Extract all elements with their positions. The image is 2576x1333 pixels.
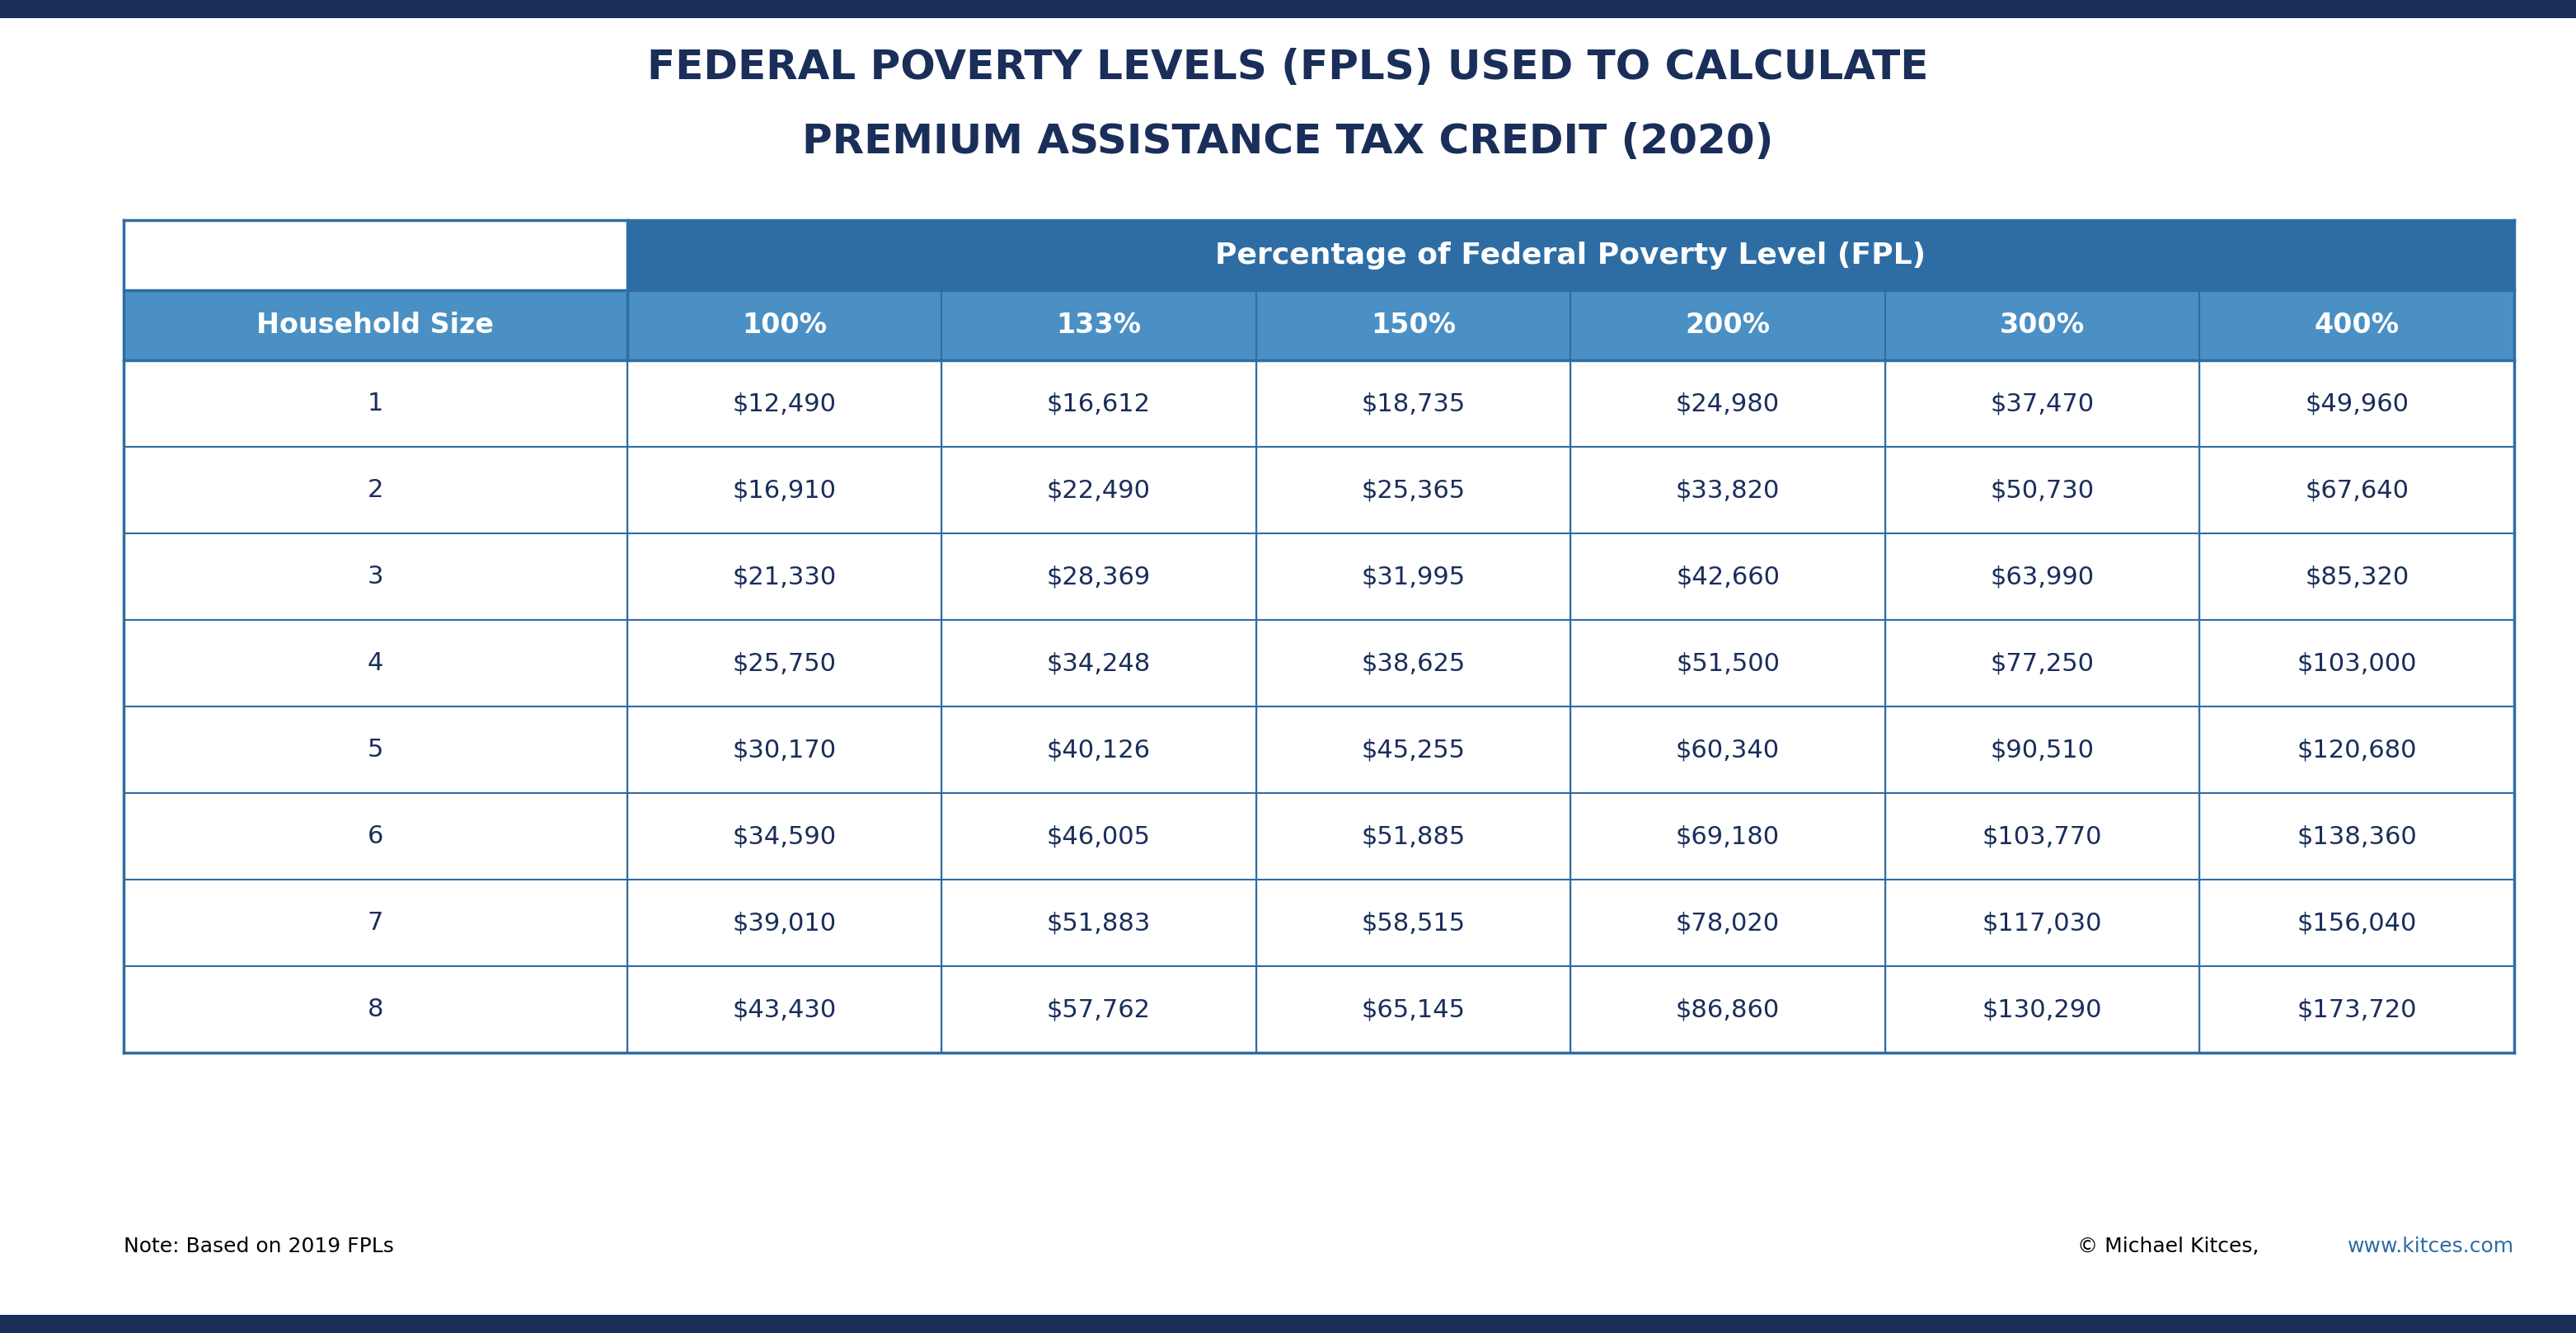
FancyBboxPatch shape [124,966,2514,1053]
Text: Percentage of Federal Poverty Level (FPL): Percentage of Federal Poverty Level (FPL… [1216,241,1927,269]
Text: $46,005: $46,005 [1046,824,1151,848]
Text: $34,248: $34,248 [1046,652,1151,674]
FancyBboxPatch shape [2200,291,2514,360]
Text: $16,910: $16,910 [732,479,837,503]
FancyBboxPatch shape [124,533,2514,620]
Text: Household Size: Household Size [258,312,495,339]
Text: $51,883: $51,883 [1046,910,1151,934]
Text: 4: 4 [368,652,384,674]
FancyBboxPatch shape [1571,291,1886,360]
FancyBboxPatch shape [124,793,2514,880]
FancyBboxPatch shape [1886,291,2200,360]
Text: $138,360: $138,360 [2298,824,2416,848]
Text: $78,020: $78,020 [1677,910,1780,934]
Text: 5: 5 [368,737,384,761]
FancyBboxPatch shape [1257,291,1571,360]
Text: $173,720: $173,720 [2298,997,2416,1021]
Text: 400%: 400% [2313,312,2398,339]
Text: $65,145: $65,145 [1360,997,1466,1021]
Text: 3: 3 [368,565,384,589]
Text: $58,515: $58,515 [1360,910,1466,934]
Text: $30,170: $30,170 [732,737,837,761]
Text: $130,290: $130,290 [1984,997,2102,1021]
Text: $51,885: $51,885 [1360,824,1466,848]
Text: $38,625: $38,625 [1360,652,1466,674]
Text: $45,255: $45,255 [1360,737,1466,761]
Text: $25,365: $25,365 [1360,479,1466,503]
FancyBboxPatch shape [124,706,2514,793]
Text: 100%: 100% [742,312,827,339]
FancyBboxPatch shape [626,291,940,360]
FancyBboxPatch shape [626,220,2514,291]
FancyBboxPatch shape [124,447,2514,533]
Text: $37,470: $37,470 [1991,392,2094,416]
Text: $85,320: $85,320 [2306,565,2409,589]
Text: $156,040: $156,040 [2298,910,2416,934]
Text: www.kitces.com: www.kitces.com [2347,1237,2514,1256]
Text: Note: Based on 2019 FPLs: Note: Based on 2019 FPLs [124,1237,394,1256]
Text: $77,250: $77,250 [1991,652,2094,674]
Text: 6: 6 [368,824,384,848]
Text: $49,960: $49,960 [2306,392,2409,416]
FancyBboxPatch shape [124,620,2514,706]
Text: $34,590: $34,590 [732,824,837,848]
FancyBboxPatch shape [124,360,2514,447]
Text: $63,990: $63,990 [1991,565,2094,589]
Text: $103,000: $103,000 [2298,652,2416,674]
Text: 8: 8 [368,997,384,1021]
Text: $39,010: $39,010 [732,910,837,934]
Text: $67,640: $67,640 [2306,479,2409,503]
Text: $86,860: $86,860 [1677,997,1780,1021]
Text: $60,340: $60,340 [1677,737,1780,761]
Text: 7: 7 [368,910,384,934]
Text: $51,500: $51,500 [1677,652,1780,674]
Text: $120,680: $120,680 [2298,737,2416,761]
Text: $12,490: $12,490 [732,392,837,416]
Text: $42,660: $42,660 [1677,565,1780,589]
FancyBboxPatch shape [0,0,2576,19]
Text: 150%: 150% [1370,312,1455,339]
Text: $31,995: $31,995 [1360,565,1466,589]
Text: 1: 1 [368,392,384,416]
FancyBboxPatch shape [0,1314,2576,1333]
Text: 2: 2 [368,479,384,503]
Text: $117,030: $117,030 [1984,910,2102,934]
FancyBboxPatch shape [124,880,2514,966]
FancyBboxPatch shape [940,291,1257,360]
Text: $90,510: $90,510 [1991,737,2094,761]
Text: 300%: 300% [1999,312,2084,339]
Text: $40,126: $40,126 [1046,737,1151,761]
Text: $21,330: $21,330 [732,565,837,589]
Text: FEDERAL POVERTY LEVELS (FPLS) USED TO CALCULATE: FEDERAL POVERTY LEVELS (FPLS) USED TO CA… [647,48,1929,88]
Text: 200%: 200% [1685,312,1770,339]
Text: 133%: 133% [1056,312,1141,339]
Text: $69,180: $69,180 [1677,824,1780,848]
Text: $103,770: $103,770 [1984,824,2102,848]
Text: $57,762: $57,762 [1046,997,1151,1021]
Text: $16,612: $16,612 [1046,392,1151,416]
Text: $25,750: $25,750 [732,652,837,674]
Text: PREMIUM ASSISTANCE TAX CREDIT (2020): PREMIUM ASSISTANCE TAX CREDIT (2020) [801,123,1775,161]
Text: $50,730: $50,730 [1991,479,2094,503]
Text: $33,820: $33,820 [1677,479,1780,503]
Text: $43,430: $43,430 [732,997,837,1021]
Text: $24,980: $24,980 [1677,392,1780,416]
Text: © Michael Kitces,: © Michael Kitces, [2076,1237,2267,1256]
FancyBboxPatch shape [124,291,626,360]
Text: $28,369: $28,369 [1046,565,1151,589]
Text: $18,735: $18,735 [1360,392,1466,416]
Text: $22,490: $22,490 [1046,479,1151,503]
